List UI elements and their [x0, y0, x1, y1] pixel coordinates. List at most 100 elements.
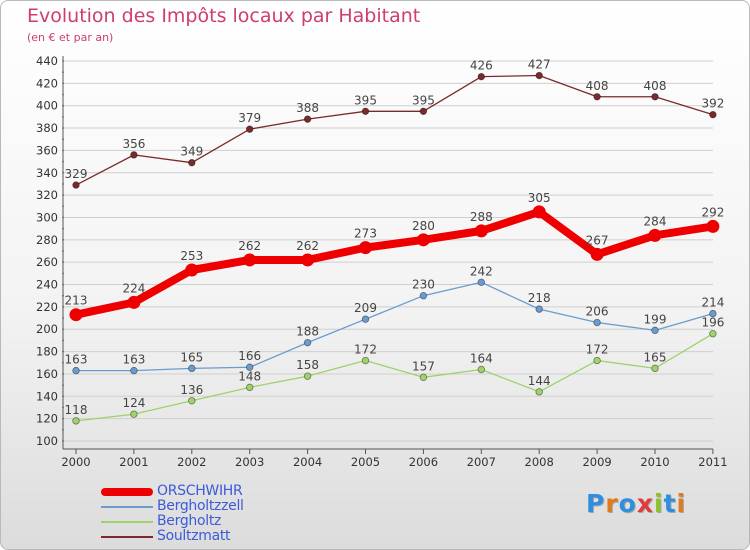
legend-label: Bergholtzzell	[157, 498, 244, 514]
series-soultzmatt: 329 356 349 379 388 395 395 426 427 408 408 392	[65, 58, 724, 189]
data-label: 148	[238, 369, 261, 383]
data-point	[303, 338, 312, 347]
data-label: 230	[412, 278, 435, 292]
data-point	[535, 388, 543, 396]
data-point	[419, 107, 428, 115]
data-label: 273	[354, 227, 377, 241]
data-label: 209	[354, 301, 377, 315]
series-bergholtz: 118 124 136 148 158 172 157 164 144 172 165 196	[65, 316, 724, 425]
x-tick-label: 2009	[582, 455, 611, 469]
data-label: 349	[180, 145, 203, 159]
y-tick-label: 160	[36, 367, 58, 381]
data-point	[593, 318, 601, 327]
data-point	[359, 241, 372, 255]
data-label: 124	[122, 396, 145, 410]
x-tick-label: 2008	[525, 455, 554, 469]
data-point	[709, 309, 717, 318]
series-line	[75, 333, 714, 422]
data-point	[130, 410, 138, 418]
legend-label: Bergholtz	[157, 513, 222, 529]
data-label: 395	[354, 93, 377, 107]
x-tick-label: 2002	[177, 455, 206, 469]
logo-letter: r	[605, 489, 619, 518]
data-point	[303, 115, 312, 123]
data-point	[706, 219, 720, 233]
data-label: 118	[65, 403, 88, 417]
data-label: 163	[122, 353, 145, 367]
data-label: 163	[65, 353, 88, 367]
series-line	[75, 74, 714, 186]
data-point	[477, 365, 485, 374]
series-line	[75, 281, 714, 372]
data-point	[130, 151, 138, 159]
data-point	[361, 356, 370, 365]
data-point	[593, 356, 601, 365]
proxiti-logo: Proxiti	[586, 489, 686, 518]
data-label: 395	[412, 93, 435, 107]
data-label: 427	[528, 58, 551, 72]
data-point	[474, 224, 488, 238]
y-tick-label: 220	[36, 300, 58, 314]
data-label: 188	[296, 325, 319, 339]
data-point	[245, 125, 254, 133]
data-point	[419, 292, 428, 300]
y-tick-label: 260	[36, 255, 58, 269]
data-point	[648, 228, 662, 242]
data-point	[709, 330, 717, 338]
y-tick-label: 280	[36, 233, 58, 247]
data-label: 388	[296, 101, 319, 115]
logo-letter: t	[663, 489, 677, 518]
data-label: 262	[238, 239, 261, 253]
y-tick-label: 100	[36, 434, 58, 448]
data-label: 224	[122, 281, 145, 295]
logo-letter: x	[636, 489, 654, 518]
data-point	[593, 93, 601, 101]
data-point	[535, 305, 543, 313]
legend-swatch	[101, 488, 153, 496]
data-label: 199	[644, 312, 667, 326]
legend-label: Soultzmatt	[157, 528, 231, 544]
data-label: 214	[701, 296, 724, 310]
data-label: 242	[470, 264, 493, 278]
legend-item: Bergholtzzell	[101, 498, 321, 514]
data-point	[130, 366, 138, 375]
data-point	[709, 110, 717, 119]
x-tick-label: 2011	[698, 455, 727, 469]
data-label: 292	[701, 205, 724, 219]
y-tick-label: 360	[36, 143, 58, 157]
data-point	[651, 326, 659, 335]
data-label: 144	[528, 374, 551, 388]
data-point	[185, 263, 199, 277]
legend-swatch	[101, 506, 153, 508]
data-label: 172	[586, 343, 609, 357]
logo-letter: i	[676, 489, 687, 518]
data-label: 305	[528, 191, 551, 205]
chart-legend: ORSCHWIHR Bergholtzzell Bergholtz Soultzmat…	[101, 483, 321, 544]
x-tick-label: 2006	[409, 455, 438, 469]
y-tick-label: 380	[36, 121, 58, 135]
legend-swatch	[101, 521, 153, 523]
legend-label: ORSCHWIHR	[157, 483, 243, 499]
data-label: 262	[296, 239, 319, 253]
y-tick-label: 200	[36, 322, 58, 336]
data-point	[72, 181, 80, 189]
data-point	[361, 315, 370, 323]
y-tick-label: 180	[36, 345, 58, 359]
data-label: 379	[238, 111, 261, 125]
logo-letter: i	[654, 489, 664, 518]
x-tick-label: 2003	[235, 455, 264, 469]
y-tick-label: 140	[36, 389, 58, 403]
data-label: 288	[470, 210, 493, 224]
data-label: 218	[528, 291, 551, 305]
data-point	[72, 366, 80, 375]
data-point	[535, 71, 543, 80]
data-label: 166	[238, 349, 261, 363]
y-tick-label: 320	[36, 188, 58, 202]
y-tick-label: 120	[36, 412, 58, 426]
data-label: 157	[412, 359, 435, 373]
chart-title: Evolution des Impôts locaux par Habitant	[27, 5, 421, 27]
y-tick-label: 420	[36, 76, 58, 90]
data-point	[243, 253, 257, 267]
x-tick-label: 2005	[351, 455, 380, 469]
